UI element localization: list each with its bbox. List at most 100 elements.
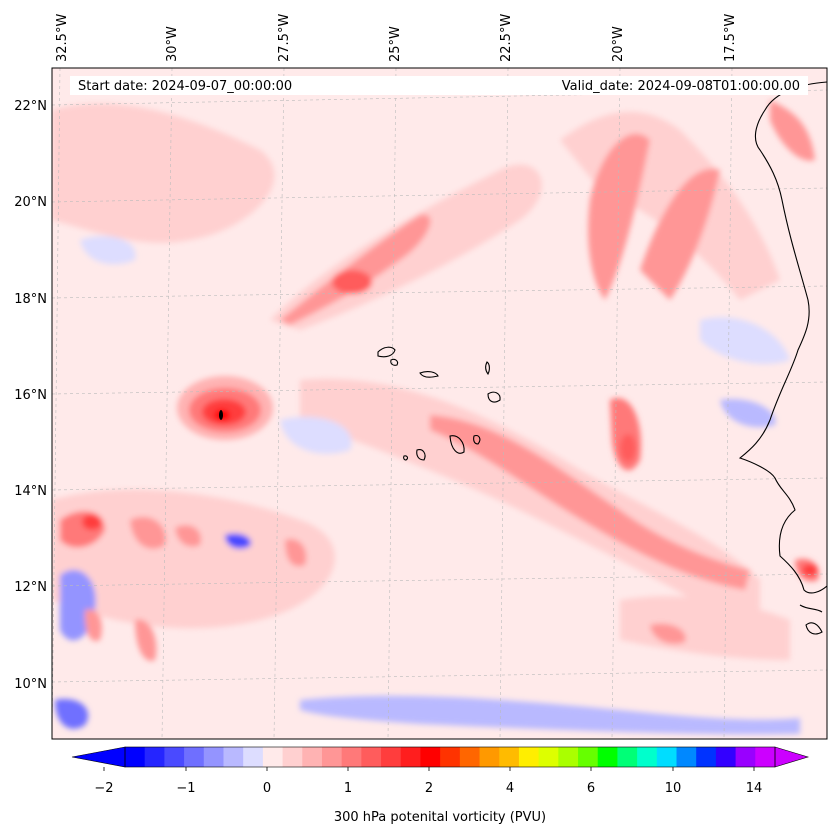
pv-region-strong (620, 434, 636, 462)
header-box (70, 76, 808, 95)
colorbar-cell (262, 747, 284, 767)
colorbar-cell (735, 747, 756, 767)
colorbar-cell (223, 747, 244, 767)
pv-region-medium (285, 539, 307, 567)
lat-label: 22°N (14, 99, 47, 114)
colorbar-cell (243, 747, 264, 767)
island-boa-vista (487, 391, 501, 403)
pv-region-medium (588, 133, 650, 300)
colorbar-tick-label: 1 (344, 781, 352, 796)
pv-region-light (620, 596, 790, 660)
lon-label: 25°W (388, 26, 403, 62)
lon-label: 20°W (611, 26, 626, 62)
pv-region-medium (650, 623, 686, 645)
pv-region-negative (225, 533, 251, 549)
colorbar-cells (125, 747, 776, 767)
pv-region-negative (720, 399, 776, 428)
colorbar-tick-label: 0 (263, 781, 271, 796)
colorbar-cell (538, 747, 559, 767)
colorbar-cell (321, 747, 343, 767)
colorbar-cell (164, 747, 185, 767)
pv-region-negative (700, 317, 790, 364)
island-fogo (416, 449, 426, 461)
colorbar-cell (302, 747, 323, 767)
pv-region-negative (280, 416, 352, 454)
map-frame (51, 67, 828, 740)
colorbar-cell (676, 747, 697, 767)
pv-region-medium (84, 609, 102, 642)
gridlines (52, 68, 827, 739)
valid-date-text: Valid_date: 2024-09-08T01:00:00.00 (562, 79, 800, 94)
latitude-labels: 22°N 20°N 18°N 16°N 14°N 12°N 10°N (14, 99, 47, 692)
colorbar-cell (656, 747, 678, 767)
pv-region-negative (80, 236, 136, 265)
pv-region-medium (640, 168, 720, 300)
island-sal (485, 361, 490, 376)
colorbar-tick-label: −1 (176, 781, 195, 796)
colorbar-tick-label: 10 (665, 781, 682, 796)
colorbar-cell (203, 747, 224, 767)
lon-label: 30°W (165, 26, 180, 62)
colorbar-tick-label: 2 (425, 781, 433, 796)
colorbar-cell (361, 747, 382, 767)
colorbar-tick-label: −2 (94, 781, 113, 796)
colorbar: −2 −1 0 1 2 4 6 10 14 300 hPa potenital … (71, 746, 810, 825)
island-santiago (449, 435, 465, 454)
colorbar-cell (400, 747, 421, 767)
lat-label: 18°N (14, 292, 47, 307)
colorbar-frame (124, 746, 776, 768)
lat-label: 16°N (14, 388, 47, 403)
colorbar-extend-low (71, 746, 126, 768)
pv-region-medium (770, 100, 815, 161)
lon-label: 32.5°W (55, 14, 70, 62)
pv-region-strong (82, 514, 102, 530)
colorbar-cell (617, 747, 638, 767)
colorbar-cell (125, 747, 146, 767)
colorbar-extend-high (774, 746, 810, 768)
colorbar-cell (144, 747, 165, 767)
lon-label: 22.5°W (499, 14, 514, 62)
pv-region-light (52, 103, 275, 243)
colorbar-cell (184, 747, 205, 767)
colorbar-cell (381, 747, 402, 767)
pv-region-negative (300, 695, 800, 735)
pv-region-strong (332, 270, 372, 294)
colorbar-cell (440, 747, 461, 767)
pv-maximum-point (219, 410, 223, 420)
lat-label: 10°N (14, 677, 47, 692)
island-maio (473, 435, 481, 445)
island-sao-vicente (390, 358, 399, 366)
colorbar-cell (282, 747, 303, 767)
lat-label: 20°N (14, 195, 47, 210)
colorbar-cell (755, 747, 776, 767)
pv-region-medium (430, 415, 750, 590)
colorbar-label: 300 hPa potenital vorticity (PVU) (334, 810, 546, 825)
pv-region-light (52, 489, 335, 629)
pv-region-medium (280, 214, 431, 325)
pv-region-light (300, 378, 760, 640)
lon-label: 17.5°W (723, 14, 738, 62)
guinea-coast (799, 604, 823, 635)
colorbar-cell (420, 747, 441, 767)
lat-label: 12°N (14, 580, 47, 595)
coastlines (377, 81, 827, 635)
colorbar-cell (696, 747, 717, 767)
island-brava (403, 455, 409, 461)
africa-coastline (738, 81, 827, 594)
pv-region-strong (802, 564, 818, 576)
colorbar-tick-label: 4 (506, 781, 514, 796)
colorbar-cell (715, 747, 737, 767)
colorbar-cell (499, 747, 520, 767)
colorbar-cell (558, 747, 579, 767)
colorbar-tick-label: 6 (587, 781, 595, 796)
colorbar-ticks (103, 767, 755, 771)
lon-label: 27.5°W (277, 14, 292, 62)
island-santo-antao (377, 346, 396, 358)
pv-region-medium (175, 525, 201, 547)
colorbar-cell (637, 747, 658, 767)
colorbar-cell (578, 747, 599, 767)
start-date-text: Start date: 2024-09-07_00:00:00 (78, 79, 292, 94)
colorbar-cell (479, 747, 500, 767)
pv-field (52, 100, 819, 735)
colorbar-cell (341, 747, 362, 767)
